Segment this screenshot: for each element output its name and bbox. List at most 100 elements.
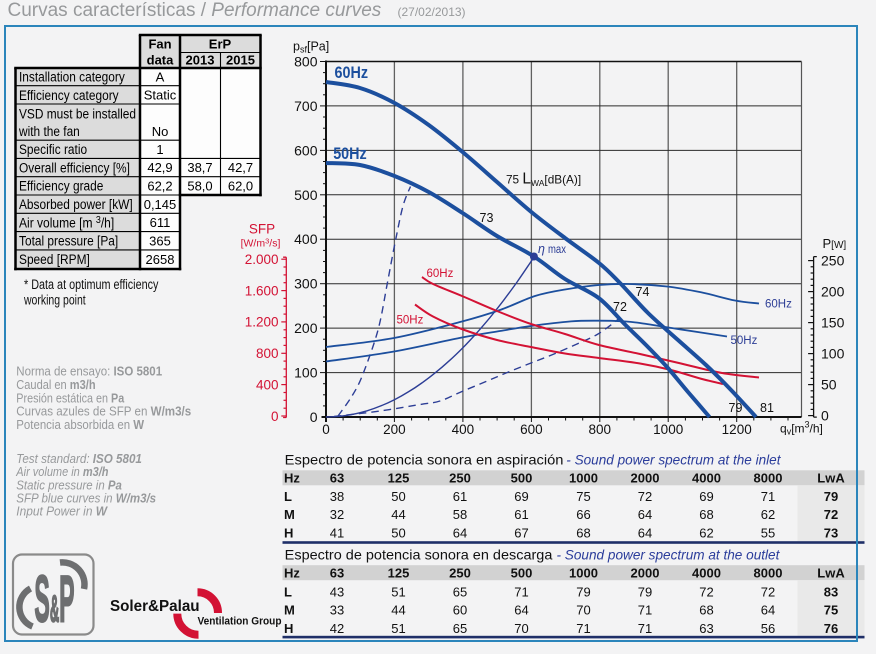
- svg-text:76: 76: [824, 621, 838, 636]
- svg-text:300: 300: [294, 276, 318, 292]
- svg-text:64: 64: [638, 507, 652, 522]
- svg-text:Ventilation Group: Ventilation Group: [198, 616, 282, 628]
- svg-text:0: 0: [310, 409, 318, 425]
- svg-text:1.600: 1.600: [245, 283, 279, 298]
- svg-text:0: 0: [271, 409, 279, 424]
- svg-text:2015: 2015: [226, 52, 255, 67]
- svg-text:1000: 1000: [569, 471, 598, 486]
- svg-text:64: 64: [761, 603, 775, 618]
- svg-text:Soler&Palau: Soler&Palau: [110, 598, 200, 615]
- svg-text:61: 61: [514, 507, 528, 522]
- svg-text:100: 100: [821, 346, 845, 362]
- svg-text:600: 600: [294, 142, 318, 158]
- svg-text:Test standard: ISO 5801: Test standard: ISO 5801: [16, 451, 142, 466]
- svg-text:64: 64: [453, 526, 467, 541]
- svg-text:250: 250: [449, 471, 471, 486]
- svg-text:Speed [RPM]: Speed [RPM]: [19, 252, 90, 267]
- svg-text:42,9: 42,9: [147, 160, 172, 175]
- svg-text:200: 200: [294, 320, 318, 336]
- svg-text:S&P: S&P: [34, 563, 74, 636]
- svg-text:[W/m3/s]: [W/m3/s]: [241, 237, 281, 250]
- svg-text:51: 51: [391, 584, 405, 599]
- svg-text:58,0: 58,0: [187, 178, 212, 193]
- svg-text:79: 79: [729, 401, 743, 415]
- svg-text:62: 62: [761, 507, 775, 522]
- svg-text:63: 63: [699, 621, 713, 636]
- svg-text:ErP: ErP: [209, 36, 232, 51]
- svg-text:Absorbed power [kW]: Absorbed power [kW]: [19, 197, 133, 212]
- svg-text:Specific ratio: Specific ratio: [19, 142, 87, 157]
- svg-text:65: 65: [453, 621, 467, 636]
- svg-text:SFP blue curves in W/m3/s: SFP blue curves in W/m3/s: [16, 490, 156, 505]
- svg-text:Curvas características / Perfo: Curvas características / Performance cur…: [8, 0, 382, 21]
- svg-text:50Hz: 50Hz: [333, 145, 367, 163]
- svg-text:41: 41: [330, 526, 344, 541]
- svg-text:50: 50: [821, 377, 837, 393]
- svg-text:800: 800: [294, 54, 318, 70]
- svg-text:1200: 1200: [722, 422, 752, 437]
- svg-text:50Hz: 50Hz: [397, 315, 424, 327]
- svg-text:62,0: 62,0: [228, 178, 253, 193]
- svg-text:38,7: 38,7: [187, 160, 212, 175]
- svg-text:150: 150: [821, 315, 845, 331]
- svg-text:125: 125: [388, 471, 410, 486]
- svg-text:4000: 4000: [692, 565, 721, 580]
- svg-text:P[W]: P[W]: [823, 236, 847, 251]
- svg-text:72: 72: [638, 489, 652, 504]
- svg-text:0: 0: [322, 422, 330, 437]
- svg-text:60: 60: [453, 603, 467, 618]
- svg-text:32: 32: [330, 507, 344, 522]
- svg-text:LwA: LwA: [817, 471, 845, 486]
- svg-text:2658: 2658: [146, 252, 175, 267]
- svg-text:800: 800: [256, 346, 279, 361]
- svg-text:50Hz: 50Hz: [731, 335, 758, 347]
- svg-text:44: 44: [391, 603, 405, 618]
- svg-text:100: 100: [294, 365, 318, 381]
- svg-text:Hz: Hz: [284, 471, 300, 486]
- svg-text:79: 79: [576, 584, 590, 599]
- svg-text:1000: 1000: [653, 422, 683, 437]
- svg-text:Efficiency grade: Efficiency grade: [19, 179, 103, 194]
- svg-text:Caudal en m3/h: Caudal en m3/h: [16, 377, 95, 392]
- svg-text:SFP: SFP: [249, 222, 275, 237]
- svg-text:Fan: Fan: [148, 36, 171, 51]
- svg-text:250: 250: [449, 565, 471, 580]
- svg-text:data: data: [147, 52, 175, 67]
- svg-text:63: 63: [330, 471, 344, 486]
- svg-text:79: 79: [824, 489, 838, 504]
- svg-text:No: No: [152, 124, 169, 139]
- svg-text:L: L: [284, 584, 292, 599]
- svg-text:Overall efficiency [%]: Overall efficiency [%]: [19, 160, 130, 175]
- svg-text:Static: Static: [144, 88, 177, 103]
- svg-text:42,7: 42,7: [228, 160, 253, 175]
- svg-text:73: 73: [824, 526, 838, 541]
- svg-text:60Hz: 60Hz: [765, 299, 792, 311]
- svg-text:68: 68: [699, 603, 713, 618]
- svg-text:Total pressure [Pa]: Total pressure [Pa]: [19, 234, 118, 249]
- svg-text:70: 70: [576, 603, 590, 618]
- svg-text:50: 50: [391, 526, 405, 541]
- svg-text:Efficiency category: Efficiency category: [19, 88, 119, 103]
- svg-text:125: 125: [388, 565, 410, 580]
- svg-text:60Hz: 60Hz: [335, 64, 369, 82]
- svg-text:70: 70: [514, 621, 528, 636]
- svg-text:64: 64: [514, 603, 528, 618]
- svg-text:38: 38: [330, 489, 344, 504]
- svg-text:44: 44: [391, 507, 405, 522]
- svg-text:1.200: 1.200: [245, 315, 279, 330]
- svg-text:psf[Pa]: psf[Pa]: [293, 40, 329, 55]
- svg-text:Presión estática en Pa: Presión estática en Pa: [16, 390, 124, 405]
- svg-text:75: 75: [576, 489, 590, 504]
- svg-text:50: 50: [391, 489, 405, 504]
- svg-text:60Hz: 60Hz: [427, 268, 454, 280]
- svg-text:M: M: [284, 507, 295, 522]
- svg-text:75: 75: [824, 603, 838, 618]
- svg-text:79: 79: [638, 584, 652, 599]
- svg-text:1000: 1000: [569, 565, 598, 580]
- svg-text:66: 66: [576, 507, 590, 522]
- svg-text:61: 61: [453, 489, 467, 504]
- svg-text:200: 200: [383, 422, 406, 437]
- svg-text:600: 600: [520, 422, 543, 437]
- svg-text:81: 81: [760, 401, 774, 415]
- svg-text:8000: 8000: [754, 565, 783, 580]
